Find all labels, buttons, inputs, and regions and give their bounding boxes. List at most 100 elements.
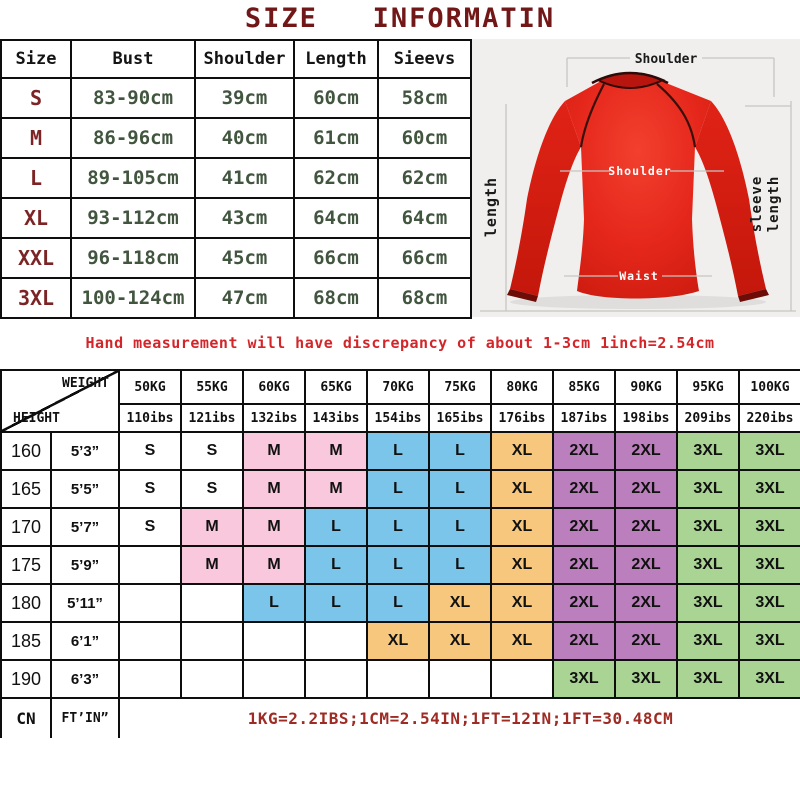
- matrix-row: 180 5’11” L L L XL XL 2XL 2XL 3XL 3XL: [0, 583, 800, 623]
- matrix-size-cell: XL: [428, 621, 492, 661]
- figure-length-label: length: [482, 177, 500, 237]
- matrix-size-cell: M: [304, 469, 368, 509]
- weight-kg-header: 100KG: [738, 369, 800, 405]
- size-value-cell: 60cm: [293, 77, 379, 119]
- size-column-header: Shoulder: [194, 39, 295, 79]
- matrix-size-cell: [118, 621, 182, 661]
- weight-kg-header: 95KG: [676, 369, 740, 405]
- matrix-size-cell: 3XL: [676, 431, 740, 471]
- weight-kg-header: 90KG: [614, 369, 678, 405]
- shirt-left-cuff: [507, 289, 538, 302]
- weight-lbs-header: 143ibs: [304, 403, 368, 433]
- matrix-size-cell: 3XL: [676, 545, 740, 585]
- matrix-size-cell: M: [242, 545, 306, 585]
- size-column-header: Sieevs: [377, 39, 472, 79]
- matrix-size-cell: L: [304, 583, 368, 623]
- height-ftin-cell: 5’7”: [50, 507, 120, 547]
- height-cm-cell: 185: [0, 621, 52, 661]
- size-table-row: S 83-90cm 39cm 60cm 58cm: [0, 77, 472, 119]
- matrix-size-cell: [118, 583, 182, 623]
- height-cm-cell: 170: [0, 507, 52, 547]
- height-cm-cell: 190: [0, 659, 52, 699]
- height-cm-cell: 160: [0, 431, 52, 471]
- matrix-size-cell: XL: [490, 507, 554, 547]
- size-row-label: XXL: [0, 237, 72, 279]
- size-row-label: S: [0, 77, 72, 119]
- matrix-size-cell: XL: [490, 621, 554, 661]
- matrix-row: 165 5’5” S S M M L L XL 2XL 2XL 3XL 3XL: [0, 469, 800, 509]
- weight-lbs-header: 209ibs: [676, 403, 740, 433]
- size-value-cell: 58cm: [377, 77, 472, 119]
- matrix-size-cell: XL: [366, 621, 430, 661]
- height-ftin-cell: 5’5”: [50, 469, 120, 509]
- matrix-size-cell: 2XL: [614, 621, 678, 661]
- size-value-cell: 43cm: [194, 197, 295, 239]
- matrix-row: 185 6’1” XL XL XL 2XL 2XL 3XL 3XL: [0, 621, 800, 661]
- height-weight-corner-cell: WEIGHT HEIGHT: [0, 369, 120, 433]
- height-axis-label: HEIGHT: [13, 411, 60, 426]
- matrix-size-cell: S: [118, 431, 182, 471]
- weight-axis-label: WEIGHT: [62, 376, 109, 391]
- matrix-size-cell: 3XL: [738, 469, 800, 509]
- weight-kg-header: 70KG: [366, 369, 430, 405]
- shirt-left-sleeve: [510, 101, 581, 296]
- size-table: Size Bust Shoulder Length Sieevs S 83-90cm 39cm…: [0, 39, 472, 319]
- size-table-row: M 86-96cm 40cm 61cm 60cm: [0, 117, 472, 159]
- matrix-row: 160 5’3” S S M M L L XL 2XL 2XL 3XL 3XL: [0, 431, 800, 471]
- matrix-size-cell: [242, 659, 306, 699]
- weight-lbs-header: 165ibs: [428, 403, 492, 433]
- size-value-cell: 39cm: [194, 77, 295, 119]
- height-ftin-cell: 5’9”: [50, 545, 120, 585]
- matrix-size-cell: 3XL: [738, 583, 800, 623]
- height-cm-cell: 165: [0, 469, 52, 509]
- measurement-note: Hand measurement will have discrepancy o…: [85, 334, 715, 352]
- size-value-cell: 64cm: [377, 197, 472, 239]
- matrix-size-cell: M: [242, 431, 306, 471]
- right-raglan-seam: [656, 83, 697, 148]
- figure-sleeve-label-word1: sleeve: [749, 176, 765, 233]
- matrix-size-cell: L: [428, 545, 492, 585]
- weight-kg-header: 55KG: [180, 369, 244, 405]
- matrix-size-cell: S: [180, 469, 244, 509]
- matrix-size-cell: [428, 659, 492, 699]
- matrix-size-cell: 2XL: [552, 583, 616, 623]
- matrix-size-cell: [118, 659, 182, 699]
- height-cm-cell: 175: [0, 545, 52, 585]
- shirt-right-cuff: [738, 289, 769, 302]
- shirt-right-sleeve: [695, 101, 766, 296]
- size-value-cell: 45cm: [194, 237, 295, 279]
- collar-edge: [591, 71, 669, 85]
- size-value-cell: 68cm: [377, 277, 472, 319]
- weight-lbs-header: 132ibs: [242, 403, 306, 433]
- weight-kg-header: 60KG: [242, 369, 306, 405]
- size-value-cell: 47cm: [194, 277, 295, 319]
- matrix-size-cell: S: [118, 469, 182, 509]
- matrix-size-cell: L: [366, 507, 430, 547]
- matrix-size-cell: [366, 659, 430, 699]
- matrix-size-cell: XL: [490, 469, 554, 509]
- size-row-label: 3XL: [0, 277, 72, 319]
- matrix-size-cell: [180, 621, 244, 661]
- matrix-size-cell: [180, 659, 244, 699]
- height-cm-cell: 180: [0, 583, 52, 623]
- matrix-size-cell: 3XL: [738, 545, 800, 585]
- weight-kg-header: 75KG: [428, 369, 492, 405]
- matrix-size-cell: M: [242, 469, 306, 509]
- matrix-size-cell: 2XL: [614, 507, 678, 547]
- size-table-row: XL 93-112cm 43cm 64cm 64cm: [0, 197, 472, 239]
- figure-chest-label: Shoulder: [608, 164, 671, 178]
- matrix-size-cell: M: [180, 507, 244, 547]
- weight-kg-header: 50KG: [118, 369, 182, 405]
- size-column-header: Size: [0, 39, 72, 79]
- shirt-diagram: Shoulder Shoulder Waist length sleeve le…: [472, 39, 800, 317]
- matrix-size-cell: [490, 659, 554, 699]
- size-row-label: L: [0, 157, 72, 199]
- matrix-size-cell: [304, 659, 368, 699]
- matrix-size-cell: L: [366, 469, 430, 509]
- weight-lbs-header: 198ibs: [614, 403, 678, 433]
- weight-lbs-header: 110ibs: [118, 403, 182, 433]
- matrix-size-cell: S: [180, 431, 244, 471]
- height-ftin-cell: 5’11”: [50, 583, 120, 623]
- size-row-label: M: [0, 117, 72, 159]
- matrix-size-cell: 3XL: [738, 431, 800, 471]
